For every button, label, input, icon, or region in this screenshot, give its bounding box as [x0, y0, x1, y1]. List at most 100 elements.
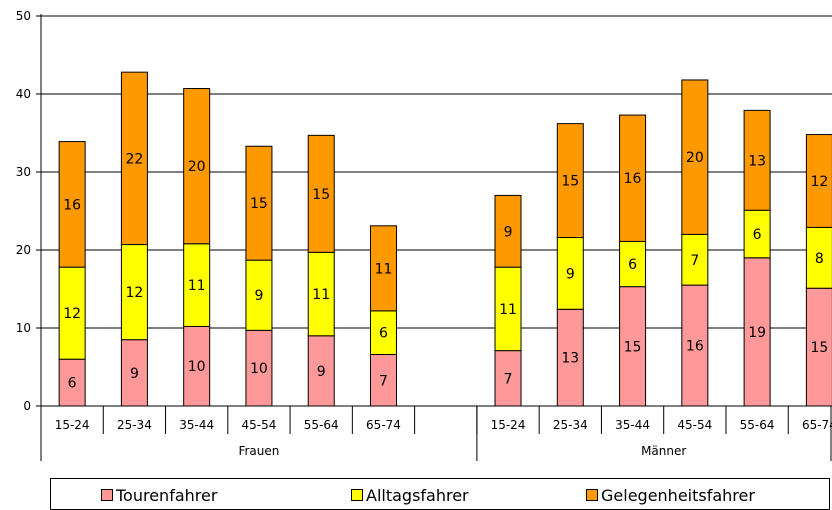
bars: 6 12 16 9 12 22 10 11 20 10 9 15 9 11 15 7 6 11 7 11 9 13 9 15 1…	[58, 71, 832, 407]
data-label: 11	[375, 261, 393, 277]
data-label: 9	[254, 288, 263, 304]
x-tick-label: 25-34	[553, 418, 588, 432]
bar-segment	[494, 194, 522, 268]
bar-segment	[58, 266, 86, 360]
y-tick-label: 0	[23, 399, 31, 413]
y-tick-label: 10	[16, 321, 31, 335]
y-tick-label: 40	[16, 87, 31, 101]
x-tick-label: 65-74	[802, 418, 832, 432]
data-label: 13	[748, 153, 766, 169]
data-label: 15	[810, 340, 828, 356]
data-label: 12	[810, 174, 828, 190]
bar-segment	[619, 286, 647, 407]
legend-label: Alltagsfahrer	[366, 485, 469, 505]
legend-swatch-tourenfahrer	[101, 489, 113, 501]
y-tick-label: 20	[16, 243, 31, 257]
data-label: 15	[250, 196, 268, 212]
bar-segment	[245, 145, 273, 261]
data-label: 6	[379, 326, 388, 342]
bar-segment	[556, 308, 584, 407]
bar-segment	[743, 109, 771, 211]
data-label: 20	[686, 150, 704, 166]
bar-segment	[681, 233, 709, 286]
bar-segment	[307, 251, 335, 337]
x-tick-label: 15-24	[55, 418, 90, 432]
x-tick-label: 35-44	[179, 418, 214, 432]
data-label: 8	[815, 251, 824, 267]
legend-swatch-gelegenheitsfahrer	[586, 489, 598, 501]
data-label: 9	[317, 364, 326, 380]
bar-segment	[494, 266, 522, 352]
bar-segment	[245, 329, 273, 407]
x-tick-label: 65-74	[366, 418, 401, 432]
y-tick-label: 50	[16, 9, 31, 23]
data-label: 6	[68, 376, 77, 392]
legend: Tourenfahrer Alltagsfahrer Gelegenheitsf…	[50, 478, 830, 510]
bar-segment	[805, 134, 832, 228]
legend-item-alltagsfahrer: Alltagsfahrer	[351, 485, 469, 505]
bar-segment	[58, 141, 86, 268]
group-label: Frauen	[238, 444, 279, 458]
x-tick-label: 35-44	[615, 418, 650, 432]
bar-segment	[369, 354, 397, 407]
y-tick-label: 30	[16, 165, 31, 179]
data-label: 16	[63, 197, 81, 213]
x-tick-label: 25-34	[117, 418, 152, 432]
bar-segment	[183, 243, 211, 327]
bar-segment	[369, 310, 397, 356]
axes	[36, 14, 832, 461]
gridlines	[41, 15, 832, 329]
x-tick-labels: 15-24 25-34 35-44 45-54 55-64 65-74 15-24 25-34…	[55, 418, 832, 432]
bar-segment	[619, 240, 647, 288]
x-tick-label: 45-54	[242, 418, 277, 432]
data-label: 10	[188, 359, 206, 375]
data-label: 16	[686, 339, 704, 355]
bar-segment	[494, 350, 522, 407]
bar-segment	[58, 358, 86, 407]
data-label: 13	[561, 351, 579, 367]
group-labels: Frauen Männer	[238, 444, 686, 458]
bar-segment	[805, 287, 832, 407]
bar-segment	[307, 134, 335, 253]
data-label: 15	[312, 187, 330, 203]
bar-segment	[681, 79, 709, 235]
data-label: 11	[312, 287, 330, 303]
bar-segment	[307, 335, 335, 407]
bar-segment	[183, 88, 211, 245]
data-label: 9	[130, 366, 139, 382]
data-label: 16	[624, 171, 642, 187]
data-label: 22	[125, 151, 143, 167]
data-label: 6	[628, 257, 637, 273]
data-label: 15	[624, 339, 642, 355]
legend-label: Gelegenheitsfahrer	[601, 485, 755, 505]
data-label: 19	[748, 325, 766, 341]
group-label: Männer	[641, 444, 686, 458]
bar-segment	[681, 284, 709, 407]
legend-label: Tourenfahrer	[116, 485, 218, 505]
data-label: 9	[504, 224, 513, 240]
bar-segment	[556, 123, 584, 239]
data-label: 7	[379, 373, 388, 389]
bar-segment	[369, 225, 397, 312]
x-tick-label: 55-64	[740, 418, 775, 432]
data-label: 12	[63, 306, 81, 322]
bar-segment	[805, 226, 832, 289]
x-tick-label: 45-54	[677, 418, 712, 432]
legend-item-tourenfahrer: Tourenfahrer	[101, 485, 217, 505]
bar-segment	[120, 71, 148, 246]
data-label: 20	[188, 159, 206, 175]
bar-segment	[556, 237, 584, 310]
stacked-bar-chart: 6 12 16 9 12 22 10 11 20 10 9 15 9 11 15 7 6 11 7 11 9 13 9 15 1…	[16, 9, 832, 461]
bar-segment	[743, 257, 771, 407]
data-label: 7	[504, 371, 513, 387]
data-label: 11	[499, 302, 517, 318]
data-label: 12	[125, 285, 143, 301]
bar-segment	[619, 114, 647, 242]
y-tick-labels: 0 10 20 30 40 50	[16, 9, 31, 413]
data-label: 10	[250, 361, 268, 377]
data-label: 6	[753, 227, 762, 243]
data-label: 9	[566, 266, 575, 282]
data-label: 11	[188, 278, 206, 294]
data-label: 7	[690, 253, 699, 269]
legend-item-gelegenheitsfahrer: Gelegenheitsfahrer	[586, 485, 755, 505]
